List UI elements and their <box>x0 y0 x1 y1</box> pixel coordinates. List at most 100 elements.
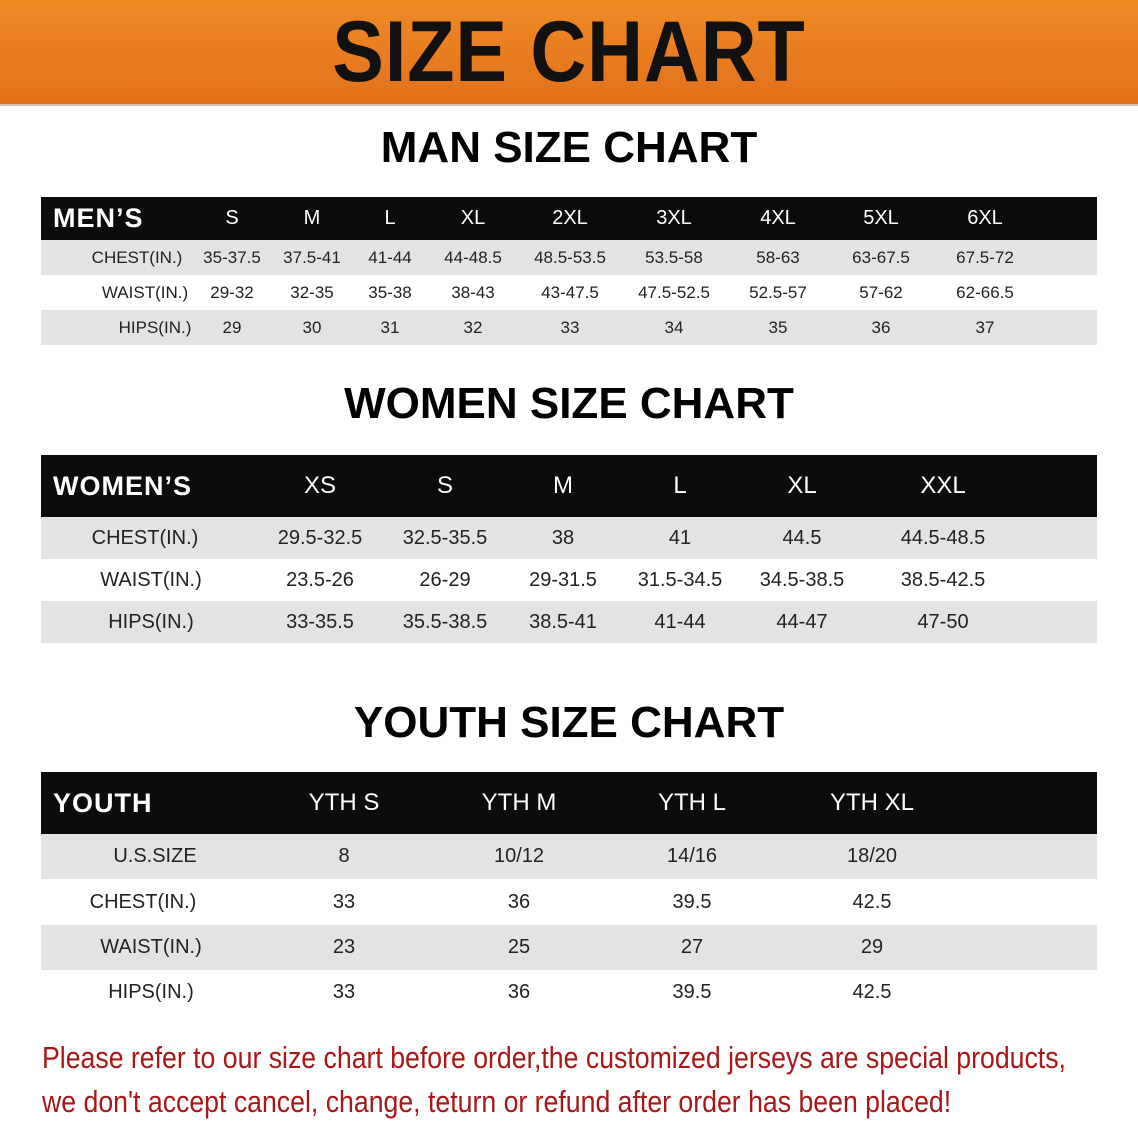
women-size-table: WOMEN’S XS S M L XL XXL CHEST(IN.) 29.5-32.5 32.5… <box>41 455 1097 643</box>
table-cell: 38.5-42.5 <box>900 569 986 591</box>
table-cell: 18/20 <box>846 845 898 867</box>
column-header: YTH L <box>657 789 727 816</box>
row-label: CHEST(IN.) <box>89 891 197 913</box>
table-cell: 27 <box>680 936 704 958</box>
table-cell: 62-66.5 <box>956 283 1014 302</box>
table-row: CHEST(IN.) 33 36 39.5 42.5 <box>41 879 1097 925</box>
table-cell: 67.5-72 <box>956 248 1014 267</box>
table-cell: 36 <box>507 981 531 1003</box>
table-cell: 44-48.5 <box>444 248 502 267</box>
row-label: WAIST(IN.) <box>100 569 202 591</box>
table-cell: 23 <box>332 936 356 958</box>
row-label: WAIST(IN.) <box>101 283 189 302</box>
table-row: U.S.SIZE 8 10/12 14/16 18/20 <box>41 834 1097 879</box>
order-note: Please refer to our size chart before or… <box>42 1036 1100 1124</box>
table-header-row: MEN’S S M L XL 2XL 3XL 4XL 5XL 6XL <box>41 197 1097 240</box>
column-header: S <box>225 207 239 229</box>
table-cell: 29-31.5 <box>529 569 597 591</box>
note-line: Please refer to our size chart before or… <box>42 1040 1066 1075</box>
table-cell: 38-43 <box>451 283 495 302</box>
table-cell: 34.5-38.5 <box>759 569 845 591</box>
column-header: 4XL <box>760 207 796 229</box>
table-row: WAIST(IN.) 23 25 27 29 <box>41 925 1097 970</box>
table-cell: 47.5-52.5 <box>638 283 710 302</box>
table-cell: 10/12 <box>493 845 545 867</box>
table-row: HIPS(IN.) 29 30 31 32 33 34 35 36 37 <box>41 310 1097 345</box>
table-cell: 35-38 <box>368 283 412 302</box>
column-header: M <box>303 207 321 229</box>
table-cell: 48.5-53.5 <box>534 248 606 267</box>
table-cell: 36 <box>507 891 531 913</box>
women-chart-title: WOMEN SIZE CHART <box>344 379 794 428</box>
table-cell: 33 <box>560 318 580 337</box>
table-cell: 29-32 <box>210 283 254 302</box>
table-row: WAIST(IN.) 23.5-26 26-29 29-31.5 31.5-34.5 34… <box>41 559 1097 601</box>
table-cell: 29 <box>860 936 884 958</box>
header-label: YOUTH <box>53 788 153 818</box>
table-cell: 23.5-26 <box>286 569 354 591</box>
column-header: YTH XL <box>829 789 915 816</box>
table-cell: 29.5-32.5 <box>277 527 363 549</box>
table-cell: 33-35.5 <box>286 611 354 633</box>
table-cell: 44-47 <box>776 611 828 633</box>
column-header: 6XL <box>967 207 1003 229</box>
table-cell: 37 <box>975 318 995 337</box>
youth-chart-title: YOUTH SIZE CHART <box>353 698 785 747</box>
table-row: HIPS(IN.) 33 36 39.5 42.5 <box>41 970 1097 1015</box>
column-header: XL <box>460 207 486 229</box>
table-cell: 39.5 <box>672 891 712 913</box>
table-cell: 57-62 <box>859 283 903 302</box>
column-header: S <box>436 472 454 499</box>
table-cell: 41 <box>668 527 692 549</box>
table-cell: 39.5 <box>672 981 712 1003</box>
table-cell: 33 <box>332 981 356 1003</box>
table-header-row: YOUTH YTH S YTH M YTH L YTH XL <box>41 772 1097 834</box>
table-cell: 35 <box>768 318 788 337</box>
table-cell: 42.5 <box>852 891 892 913</box>
column-header: M <box>553 472 573 499</box>
table-cell: 58-63 <box>756 248 800 267</box>
table-cell: 34 <box>664 318 684 337</box>
column-header: 3XL <box>656 207 692 229</box>
table-cell: 32.5-35.5 <box>402 527 488 549</box>
table-cell: 35-37.5 <box>203 248 261 267</box>
table-cell: 30 <box>302 318 322 337</box>
banner-title: SIZE CHART <box>332 4 806 100</box>
column-header: 2XL <box>552 207 588 229</box>
table-cell: 32 <box>463 318 483 337</box>
table-cell: 44.5-48.5 <box>900 527 986 549</box>
table-cell: 25 <box>507 936 531 958</box>
table-cell: 35.5-38.5 <box>402 611 488 633</box>
table-cell: 38.5-41 <box>529 611 597 633</box>
note-line: we don't accept cancel, change, teturn o… <box>42 1084 952 1119</box>
table-row: CHEST(IN.) 29.5-32.5 32.5-35.5 38 41 44.5 44.5… <box>41 517 1097 559</box>
table-cell: 44.5 <box>782 527 822 549</box>
row-label: U.S.SIZE <box>113 845 197 867</box>
men-chart-title: MAN SIZE CHART <box>380 123 758 172</box>
column-header: XS <box>303 472 337 499</box>
men-size-table: MEN’S S M L XL 2XL 3XL 4XL 5XL 6XL CHEST(IN.) 35-37… <box>41 197 1097 345</box>
table-cell: 41-44 <box>654 611 706 633</box>
header-label: MEN’S <box>53 203 144 233</box>
header-label: WOMEN’S <box>53 471 192 501</box>
column-header: 5XL <box>863 207 899 229</box>
youth-size-table: YOUTH YTH S YTH M YTH L YTH XL U.S.SIZE 8 10/12… <box>41 772 1097 1015</box>
column-header: L <box>384 207 396 229</box>
table-cell: 37.5-41 <box>283 248 341 267</box>
column-header: XXL <box>920 472 966 499</box>
table-cell: 8 <box>338 845 350 867</box>
table-cell: 26-29 <box>419 569 471 591</box>
table-cell: 53.5-58 <box>645 248 703 267</box>
table-cell: 43-47.5 <box>541 283 599 302</box>
table-cell: 63-67.5 <box>852 248 910 267</box>
row-label: WAIST(IN.) <box>100 936 202 958</box>
table-cell: 32-35 <box>290 283 334 302</box>
table-row: HIPS(IN.) 33-35.5 35.5-38.5 38.5-41 41-44 44-… <box>41 601 1097 643</box>
column-header: L <box>673 472 687 499</box>
row-label: HIPS(IN.) <box>108 611 194 633</box>
table-row: WAIST(IN.) 29-32 32-35 35-38 38-43 43-47.5 47.… <box>41 275 1097 310</box>
table-cell: 29 <box>222 318 242 337</box>
table-cell: 42.5 <box>852 981 892 1003</box>
banner: SIZE CHART <box>0 0 1138 106</box>
table-cell: 41-44 <box>368 248 412 267</box>
